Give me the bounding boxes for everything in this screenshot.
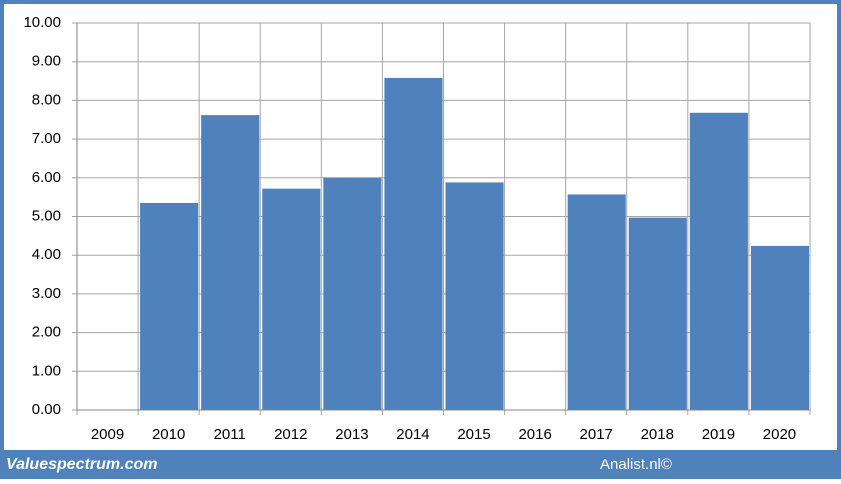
footer-left: Valuespectrum.com bbox=[6, 456, 157, 473]
y-tick-label: 2.00 bbox=[32, 324, 61, 341]
y-tick-label: 0.00 bbox=[32, 401, 61, 418]
y-tick-label: 1.00 bbox=[32, 362, 61, 379]
y-tick-label: 3.00 bbox=[32, 285, 61, 302]
bar bbox=[262, 188, 321, 410]
y-tick-label: 4.00 bbox=[32, 246, 61, 263]
bar bbox=[689, 112, 748, 410]
y-tick-label: 10.00 bbox=[23, 14, 61, 31]
x-tick-label: 2015 bbox=[457, 426, 490, 443]
x-tick-label: 2013 bbox=[335, 426, 368, 443]
bar bbox=[750, 245, 809, 410]
bar bbox=[323, 177, 382, 410]
bar bbox=[628, 217, 687, 410]
x-tick-label: 2017 bbox=[580, 426, 613, 443]
x-tick-label: 2011 bbox=[214, 426, 246, 443]
bar bbox=[445, 182, 504, 410]
bar bbox=[567, 194, 626, 410]
y-tick-label: 5.00 bbox=[32, 207, 61, 224]
y-tick-label: 8.00 bbox=[32, 91, 61, 108]
bar bbox=[201, 115, 260, 410]
footer-right: Analist.nl© bbox=[600, 456, 672, 473]
x-tick-label: 2012 bbox=[274, 426, 307, 443]
bar bbox=[384, 77, 443, 410]
x-tick-label: 2019 bbox=[702, 426, 735, 443]
x-tick-label: 2018 bbox=[641, 426, 674, 443]
y-tick-label: 6.00 bbox=[32, 169, 61, 186]
y-tick-label: 9.00 bbox=[32, 53, 61, 70]
bar bbox=[140, 202, 199, 410]
x-tick-label: 2010 bbox=[152, 426, 185, 443]
y-tick-label: 7.00 bbox=[32, 130, 61, 147]
x-tick-label: 2016 bbox=[518, 426, 551, 443]
x-tick-label: 2020 bbox=[763, 426, 796, 443]
x-tick-label: 2014 bbox=[396, 426, 429, 443]
x-tick-label: 2009 bbox=[91, 426, 124, 443]
